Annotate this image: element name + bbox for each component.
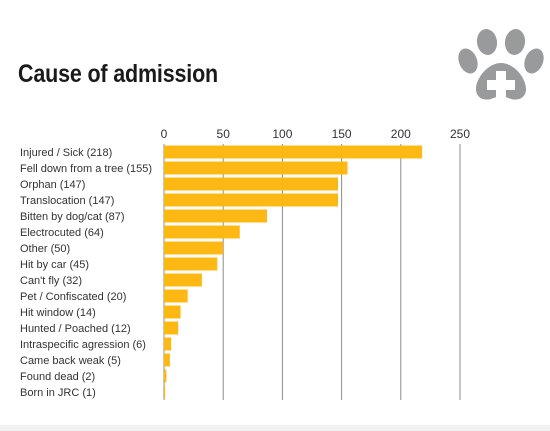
bar <box>164 305 181 319</box>
x-tick-label: 200 <box>391 127 411 141</box>
category-label: Pet / Confiscated (20) <box>20 291 126 303</box>
category-label: Hit by car (45) <box>20 259 89 271</box>
bar <box>164 353 170 367</box>
category-label: Other (50) <box>20 243 70 255</box>
bar <box>164 273 202 287</box>
x-tick-label: 100 <box>272 127 292 141</box>
bar <box>164 321 179 335</box>
category-label: Hit window (14) <box>20 307 96 319</box>
category-label: Intraspecific agression (6) <box>20 339 146 351</box>
bar <box>164 337 172 351</box>
x-tick-label: 0 <box>161 127 168 141</box>
category-label: Orphan (147) <box>20 179 85 191</box>
category-label: Injured / Sick (218) <box>20 147 112 159</box>
bar <box>164 289 188 303</box>
category-label: Electrocuted (64) <box>20 227 104 239</box>
x-tick-label: 250 <box>450 127 470 141</box>
bar <box>164 241 224 255</box>
bar <box>164 145 423 159</box>
paw-medical-cross-icon <box>458 29 544 100</box>
bar <box>164 369 167 383</box>
bar <box>164 177 339 191</box>
category-label: Can't fly (32) <box>20 275 82 287</box>
x-tick-label: 50 <box>217 127 231 141</box>
category-label: Translocation (147) <box>20 195 114 207</box>
category-label: Born in JRC (1) <box>20 387 96 399</box>
bar <box>164 193 339 207</box>
category-label: Found dead (2) <box>20 371 95 383</box>
page-title: Cause of admission <box>18 60 219 88</box>
bar <box>164 161 348 175</box>
category-label: Bitten by dog/cat (87) <box>20 211 125 223</box>
category-label: Hunted / Poached (12) <box>20 323 131 335</box>
bar <box>164 225 240 239</box>
bar <box>164 209 268 223</box>
footer-strip <box>0 425 550 431</box>
category-label: Came back weak (5) <box>20 355 121 367</box>
x-tick-label: 150 <box>332 127 352 141</box>
bar <box>164 257 218 271</box>
bar <box>164 385 166 399</box>
category-label: Fell down from a tree (155) <box>20 163 152 175</box>
